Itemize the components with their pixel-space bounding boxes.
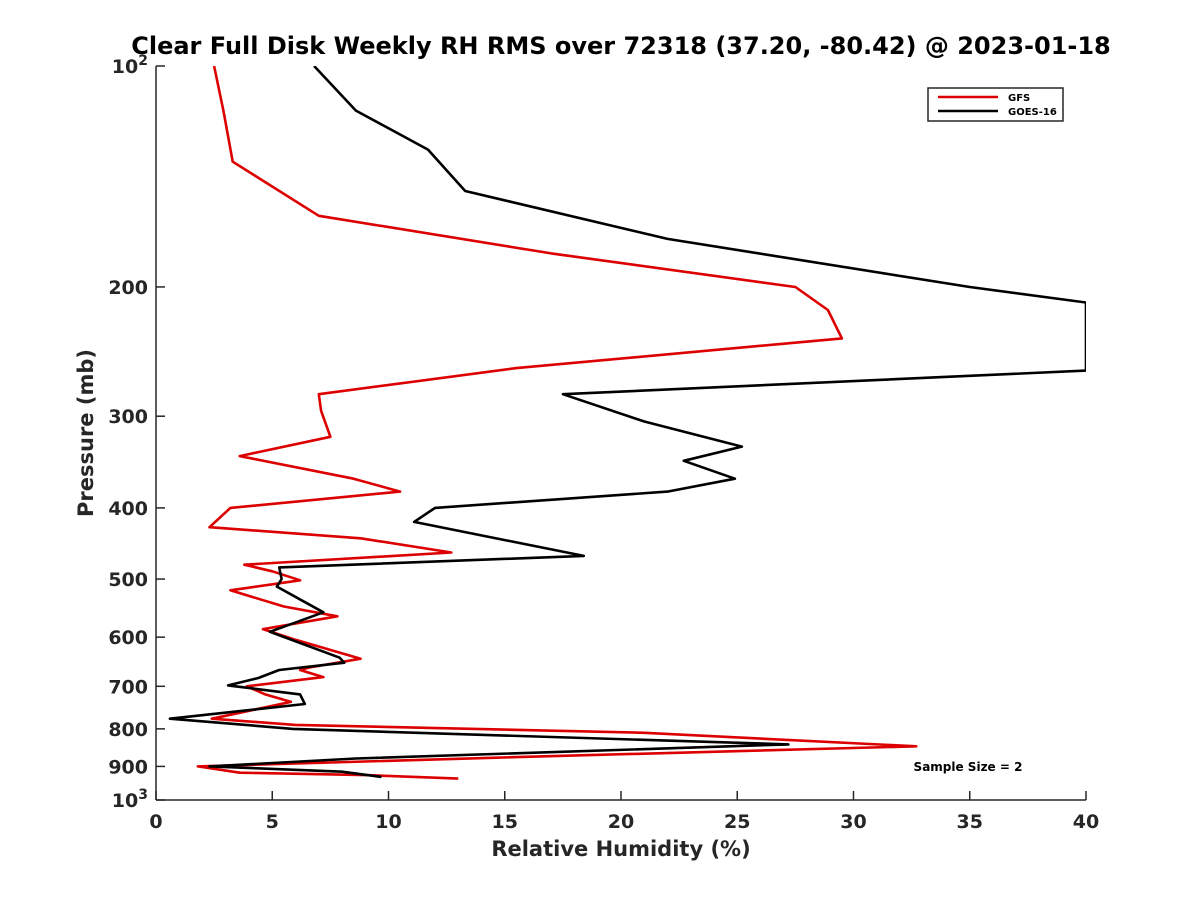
axes: [155, 65, 1087, 801]
series-line-goes-16: [168, 66, 1086, 779]
legend-label-gfs: GFS: [1008, 93, 1030, 104]
x-tick-label: 35: [957, 811, 983, 833]
series-line-gfs: [196, 66, 918, 780]
x-tick-label: 40: [1073, 811, 1099, 833]
y-axis-label: Pressure (mb): [74, 349, 98, 517]
y-tick-label: 700: [108, 676, 148, 698]
x-tick-label: 5: [266, 811, 279, 833]
y-tick-label: 900: [108, 756, 148, 778]
x-tick-label: 15: [492, 811, 518, 833]
plot-area: [168, 66, 1086, 780]
x-tick-label: 20: [608, 811, 634, 833]
legend: GFS GOES-16: [927, 87, 1064, 122]
x-tick-label: 10: [375, 811, 401, 833]
y-tick-label: 500: [108, 569, 148, 591]
chart-title: Clear Full Disk Weekly RH RMS over 72318…: [131, 32, 1111, 60]
y-tick-label: 400: [108, 498, 148, 520]
legend-label-goes-16: GOES-16: [1008, 107, 1057, 118]
legend-box: [927, 87, 1064, 122]
sample-size-annotation: Sample Size = 2: [914, 760, 1023, 774]
y-tick-label: 102: [112, 53, 148, 78]
x-axis-label: Relative Humidity (%): [491, 837, 750, 861]
y-tick-label: 300: [108, 406, 148, 428]
x-tick-label: 0: [149, 811, 162, 833]
x-tick-label: 25: [724, 811, 750, 833]
y-tick-label: 600: [108, 627, 148, 649]
y-tick-label: 103: [112, 787, 148, 812]
x-tick-label: 30: [840, 811, 866, 833]
tick-labels: 0 5 10 15 20 25 30 35 40 102 200 300 400 500 600 700 800…: [108, 53, 1099, 833]
y-tick-label: 200: [108, 277, 148, 299]
y-tick-label: 800: [108, 719, 148, 741]
